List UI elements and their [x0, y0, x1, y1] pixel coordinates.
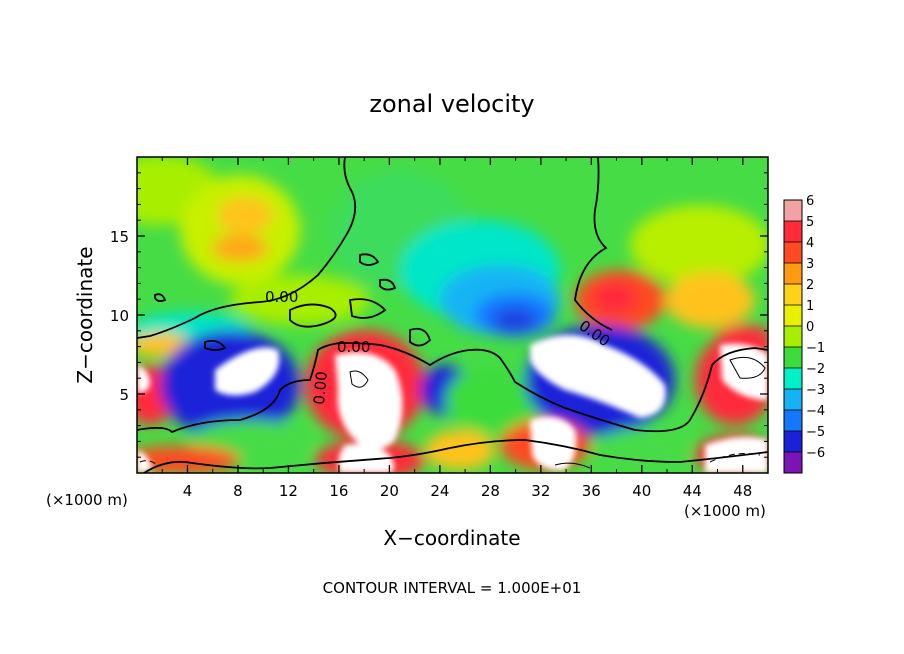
colorbar-label: 3 [806, 257, 814, 272]
colorbar-swatch [784, 305, 802, 326]
x-tick-label: 44 [683, 482, 702, 500]
contour-lines [137, 157, 768, 473]
colorbar-swatch [784, 221, 802, 242]
colorbar-swatch [784, 242, 802, 263]
chart-title: zonal velocity [369, 90, 534, 118]
x-tick-label: 24 [430, 482, 449, 500]
colorbar-label: −2 [806, 362, 825, 377]
x-tick-label: 40 [632, 482, 651, 500]
heatmap-field [137, 157, 768, 473]
colorbar-swatch [784, 200, 802, 221]
y-axis-label: Z−coordinate [73, 246, 97, 383]
colorbar-label: −3 [806, 383, 825, 398]
contour-label: 0.00 [265, 288, 298, 306]
x-tick-label: 28 [481, 482, 500, 500]
colorbar-swatch [784, 284, 802, 305]
x-tick-label: 12 [279, 482, 298, 500]
x-axis-label: X−coordinate [383, 526, 520, 550]
contour-label: 0.00 [337, 338, 370, 356]
colorbar-swatch [784, 431, 802, 452]
contour-interval-note: CONTOUR INTERVAL = 1.000E+01 [323, 579, 582, 597]
x-tick-label: 48 [733, 482, 752, 500]
colorbar-label: −6 [806, 446, 825, 461]
contour-label: 0.00 [310, 371, 331, 406]
colorbar-swatch [784, 452, 802, 473]
colorbar-swatch [784, 410, 802, 431]
colorbar-label: 4 [806, 236, 814, 251]
x-unit-label: (×1000 m) [684, 502, 766, 520]
y-tick-label: 10 [110, 307, 129, 325]
colorbar-label: −5 [806, 425, 825, 440]
colorbar-swatch [784, 326, 802, 347]
x-tick-label: 20 [380, 482, 399, 500]
x-tick-label: 16 [329, 482, 348, 500]
x-tick-label: 36 [582, 482, 601, 500]
x-tick-label: 4 [183, 482, 193, 500]
colorbar-label: 0 [806, 320, 814, 335]
x-tick-label: 32 [531, 482, 550, 500]
y-axis: 5 10 15 [110, 172, 768, 458]
colorbar-label: 6 [806, 194, 814, 209]
y-tick-label: 5 [119, 386, 129, 404]
colorbar-swatch [784, 347, 802, 368]
x-tick-label: 8 [233, 482, 243, 500]
colorbar-label: 2 [806, 278, 814, 293]
colorbar-label: −1 [806, 341, 825, 356]
colorbar-swatch [784, 263, 802, 284]
colorbar-label: −4 [806, 404, 825, 419]
y-unit-label: (×1000 m) [46, 491, 128, 509]
colorbar-swatch [784, 368, 802, 389]
colorbar-label: 5 [806, 215, 814, 230]
y-tick-label: 15 [110, 228, 129, 246]
colorbar: 6 5 4 3 2 1 0 −1 −2 −3 −4 −5 −6 [783, 194, 825, 474]
colorbar-label: 1 [806, 299, 814, 314]
x-axis: 4 8 12 16 20 24 28 32 36 40 44 48 [161, 157, 752, 500]
colorbar-swatch [784, 389, 802, 410]
